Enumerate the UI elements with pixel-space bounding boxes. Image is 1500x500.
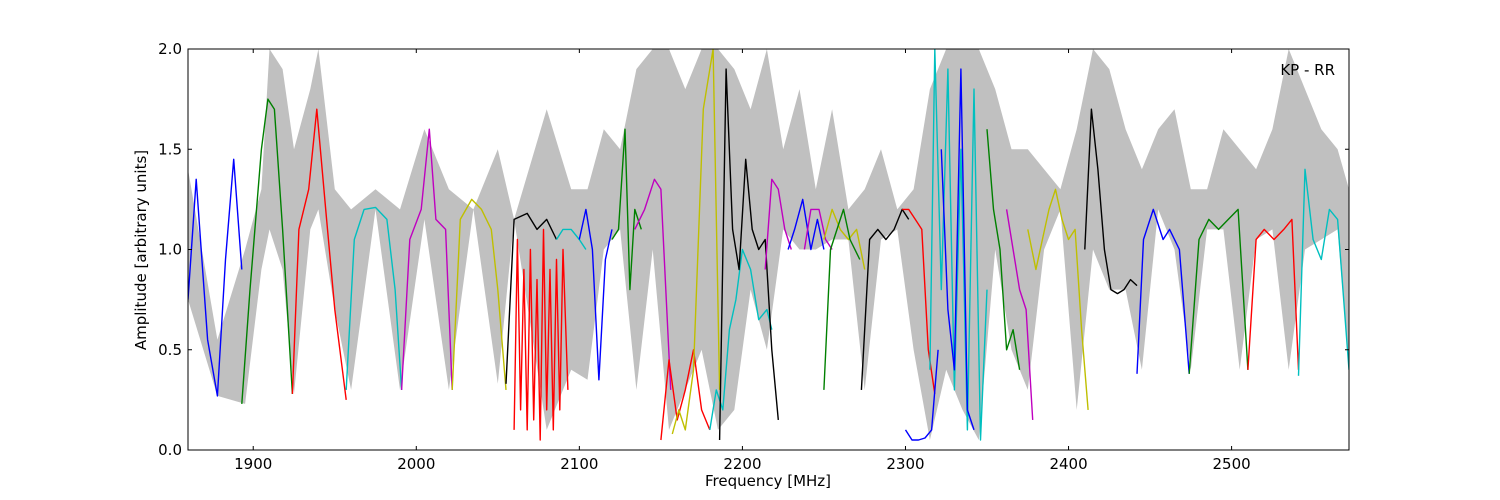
x-tick-label: 2400 (1049, 455, 1087, 473)
y-tick-label: 0.5 (158, 341, 182, 359)
series-line-blue (787, 198, 825, 251)
series-line-green (241, 98, 294, 404)
series-line-magenta (803, 208, 833, 250)
series-line-yellow (823, 208, 866, 270)
y-axis-label: Amplitude [arbitrary units] (132, 150, 150, 350)
series-line-red (902, 208, 936, 395)
envelope-layer (188, 49, 1349, 440)
x-tick-label: 1900 (234, 455, 272, 473)
series-line-cyan (709, 248, 773, 431)
series-line-green (823, 208, 861, 390)
y-tick-label: 2.0 (158, 40, 182, 58)
series-line-magenta (764, 178, 792, 270)
x-axis-ticks: 1900 2000 2100 2200 2300 2400 2500 (234, 49, 1251, 473)
series-layer (188, 49, 1349, 441)
x-tick-label: 2200 (723, 455, 761, 473)
series-line-red (660, 349, 711, 441)
y-tick-label: 1.0 (158, 241, 182, 259)
chart-annotation: KP - RR (1280, 61, 1335, 79)
series-line-magenta (1005, 209, 1034, 420)
x-tick-label: 2000 (397, 455, 435, 473)
series-line-blue (188, 158, 243, 397)
series-line-red (1247, 218, 1300, 370)
series-line-green (1188, 208, 1249, 374)
y-tick-label: 0.0 (158, 441, 182, 459)
series-line-magenta (400, 128, 453, 390)
series-line-cyan (555, 228, 587, 250)
series-line-black (1084, 108, 1138, 295)
amplitude-envelope (188, 49, 1349, 440)
series-line-cyan (1297, 168, 1349, 376)
series-line-yellow (451, 198, 507, 390)
y-axis-ticks: 0.0 0.5 1.0 1.5 2.0 (158, 40, 1349, 459)
series-line-red (513, 228, 569, 441)
x-tick-label: 2300 (886, 455, 924, 473)
series-line-black (718, 68, 779, 441)
y-tick-label: 1.5 (158, 140, 182, 158)
series-line-blue (904, 349, 939, 441)
series-line-red (291, 108, 347, 400)
x-tick-label: 2500 (1213, 455, 1251, 473)
x-tick-label: 2100 (560, 455, 598, 473)
series-line-green (986, 129, 1021, 370)
series-line-blue (578, 208, 613, 381)
series-line-black (505, 212, 558, 384)
series-line-magenta (634, 178, 672, 390)
series-line-blue (1136, 208, 1190, 374)
series-line-cyan (929, 49, 988, 441)
series-line-blue (940, 68, 975, 431)
series-line-yellow (671, 49, 721, 435)
series-line-yellow (1027, 188, 1089, 410)
series-line-green (611, 128, 642, 291)
series-line-cyan (345, 206, 403, 390)
x-axis-label: Frequency [MHz] (705, 472, 831, 490)
